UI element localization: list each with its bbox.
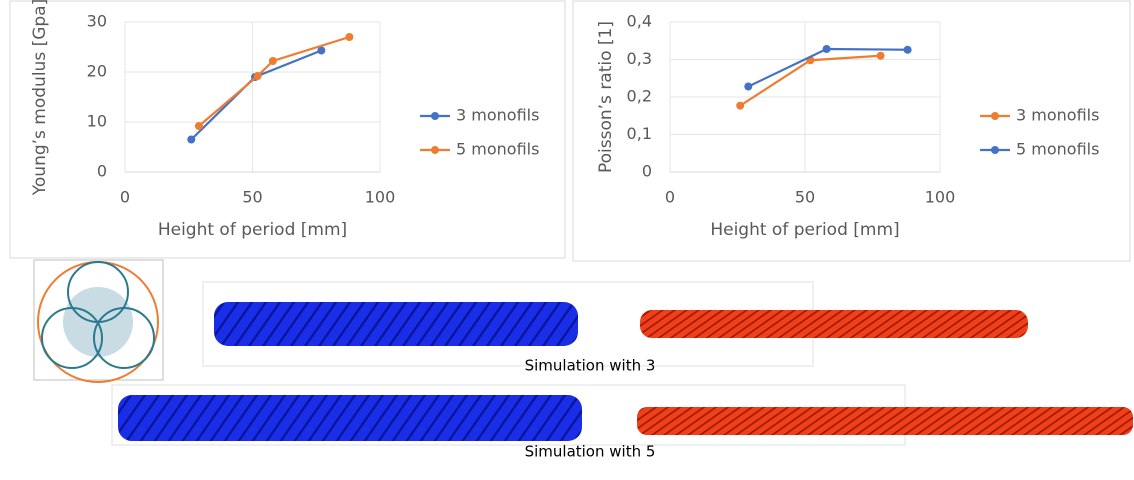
legend-label: 3 monofils [456,106,539,125]
y-tick-label: 10 [87,112,107,131]
legend-marker [991,146,999,154]
figure: Simulation with 3 Simulation with 5 0 10 2… [0,0,1134,476]
legend-label: 5 monofils [456,140,539,159]
legend-marker [991,112,999,120]
y-tick-label: 0,2 [627,87,652,106]
x-tick-label: 100 [925,188,956,207]
data-point [187,136,195,144]
series-line [199,37,349,126]
x-axis-title: Height of period [mm] [710,220,899,240]
x-axis-title: Height of period [mm] [158,220,347,240]
rod-3-blue [214,302,578,346]
rod-5-red [637,407,1133,435]
data-point [744,83,752,91]
y-tick-label: 0 [97,162,107,181]
caption: Simulation with 3 [525,357,656,375]
legend-marker [431,146,439,154]
rod-3-red [640,310,1028,338]
x-tick-label: 0 [665,188,675,207]
caption: Simulation with 5 [525,443,656,461]
page: Simulation with 3 Simulation with 5 0 10 2… [0,0,1134,480]
y-axis-title: Poisson’s ratio [1] [596,21,616,173]
x-tick-label: 100 [365,188,396,207]
rod-5-blue [118,395,582,441]
legend-marker [431,112,439,120]
y-tick-label: 0,4 [627,12,652,31]
series-line [191,51,321,140]
data-point [823,45,831,53]
data-point [345,33,353,41]
x-tick-label: 50 [795,188,815,207]
y-tick-label: 30 [87,12,107,31]
legend-label: 5 monofils [1016,140,1099,159]
y-axis-title: Young’s modulus [Gpa] [30,0,50,196]
data-point [736,102,744,110]
data-point [877,52,885,60]
y-tick-label: 0,1 [627,124,652,143]
y-tick-label: 0 [642,162,652,181]
x-tick-label: 50 [242,188,262,207]
legend-label: 3 monofils [1016,106,1099,125]
y-tick-label: 20 [87,62,107,81]
data-point [195,122,203,130]
x-tick-label: 0 [120,188,130,207]
data-point [254,72,262,80]
data-point [269,57,277,65]
data-point [904,46,912,54]
y-tick-label: 0,3 [627,49,652,68]
